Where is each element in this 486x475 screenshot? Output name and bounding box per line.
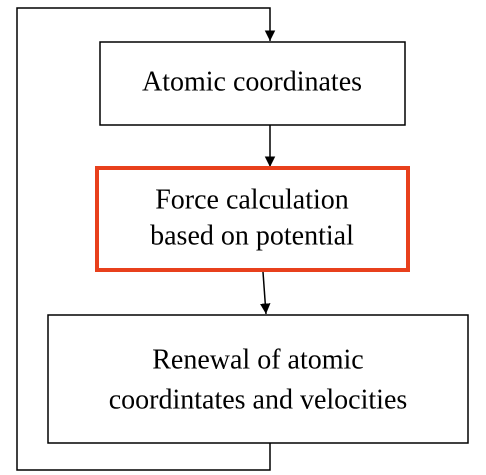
node-label: based on potential xyxy=(150,220,354,251)
node-box xyxy=(47,314,469,444)
node-label: Force calculation xyxy=(155,184,349,215)
node-label: coordintates and velocities xyxy=(109,384,408,415)
loop-arrow xyxy=(16,7,276,471)
node-label: Atomic coordinates xyxy=(142,66,362,97)
node-box xyxy=(99,41,406,126)
node-box-highlight xyxy=(95,166,410,272)
node-label: Renewal of atomic xyxy=(152,344,363,375)
arrow xyxy=(260,271,271,315)
